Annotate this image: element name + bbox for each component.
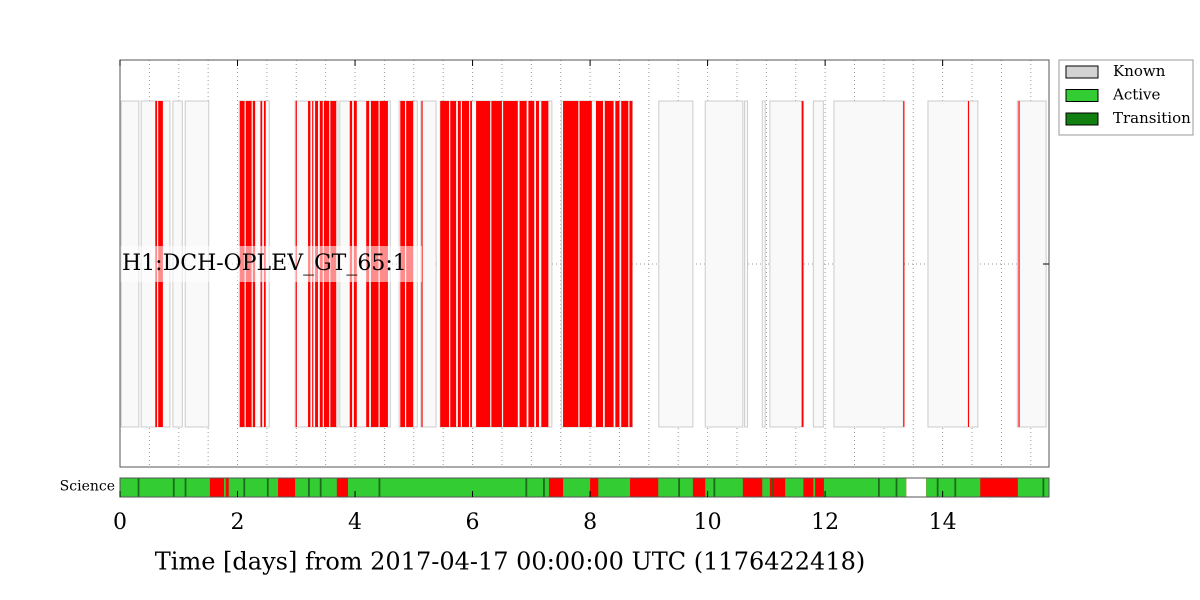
known-segment	[1016, 100, 1047, 428]
x-tick-label: 8	[583, 510, 597, 535]
active-segment	[1018, 101, 1020, 427]
active-segment	[528, 101, 535, 427]
active-segment	[228, 478, 279, 497]
active-segment	[967, 101, 970, 427]
legend-label: Transition	[1113, 109, 1191, 127]
active-segment	[563, 101, 579, 427]
active-segment	[457, 101, 461, 427]
known-segment	[420, 100, 437, 428]
transition-segment	[525, 478, 528, 497]
known-segment	[658, 100, 694, 428]
active-segment	[450, 101, 457, 427]
row-label: Science	[60, 479, 115, 495]
active-segment	[598, 478, 631, 497]
active-segment	[224, 478, 226, 497]
legend-swatch	[1065, 112, 1099, 126]
active-segment	[421, 101, 423, 427]
active-segment	[621, 101, 629, 427]
known-segment	[812, 100, 824, 428]
active-segment	[658, 478, 693, 497]
known-segment	[761, 100, 766, 428]
active-segment	[604, 101, 614, 427]
axes-frame	[119, 477, 1050, 498]
active-segment	[801, 101, 804, 427]
x-tick-label: 6	[466, 510, 480, 535]
x-tick-label: 0	[113, 510, 127, 535]
active-segment	[705, 478, 743, 497]
known-segment	[769, 100, 804, 428]
legend-swatch	[1065, 89, 1099, 102]
active-segment	[347, 478, 549, 497]
active-segment	[903, 101, 905, 427]
active-segment	[1017, 478, 1049, 497]
transition-segment	[184, 478, 187, 497]
legend-label: Active	[1112, 86, 1161, 104]
active-segment	[470, 101, 472, 427]
known-segment	[927, 100, 979, 428]
active-segment	[785, 478, 804, 497]
legend-label: Known	[1113, 62, 1166, 80]
active-segment	[476, 101, 491, 427]
active-segment	[579, 101, 592, 427]
transition-segment	[1042, 478, 1045, 497]
active-segment	[813, 478, 816, 497]
transition-segment	[137, 478, 140, 497]
active-segment	[823, 478, 907, 497]
active-segment	[503, 101, 518, 427]
active-segment	[762, 478, 770, 497]
active-segment	[563, 478, 591, 497]
active-segment	[491, 101, 502, 427]
active-segment	[629, 101, 633, 427]
transition-segment	[243, 478, 246, 497]
active-segment	[536, 101, 539, 427]
active-segment	[615, 101, 620, 427]
row-label-box	[120, 246, 422, 282]
x-tick-label: 12	[811, 510, 839, 535]
transition-segment	[713, 478, 716, 497]
transition-segment	[308, 478, 310, 497]
active-segment	[295, 478, 337, 497]
known-segment	[704, 100, 744, 428]
transition-segment	[895, 478, 898, 497]
active-segment	[595, 101, 604, 427]
x-tick-label: 14	[929, 510, 957, 535]
transition-segment	[678, 478, 680, 497]
transition-segment	[954, 478, 957, 497]
x-axis-label: Time [days] from 2017-04-17 00:00:00 UTC…	[155, 548, 865, 576]
transition-segment	[543, 478, 545, 497]
active-segment	[541, 101, 549, 427]
active-segment	[926, 478, 981, 497]
row-label: H1:DCH-OPLEV_GT_65:1	[122, 251, 407, 276]
transition-segment	[772, 478, 775, 497]
x-tick-label: 2	[231, 510, 245, 535]
x-tick-label: 10	[694, 510, 722, 535]
active-segment	[440, 101, 450, 427]
active-segment	[120, 478, 210, 497]
transition-segment	[266, 478, 269, 497]
transition-segment	[878, 478, 880, 497]
active-segment	[519, 101, 527, 427]
transition-segment	[172, 478, 175, 497]
transition-segment	[319, 478, 322, 497]
transition-segment	[378, 478, 381, 497]
x-tick-label: 4	[348, 510, 362, 535]
transition-segment	[936, 478, 939, 497]
known-segment	[833, 100, 904, 428]
known-segment	[744, 100, 749, 428]
legend-swatch	[1065, 65, 1099, 79]
active-segment	[461, 101, 470, 427]
